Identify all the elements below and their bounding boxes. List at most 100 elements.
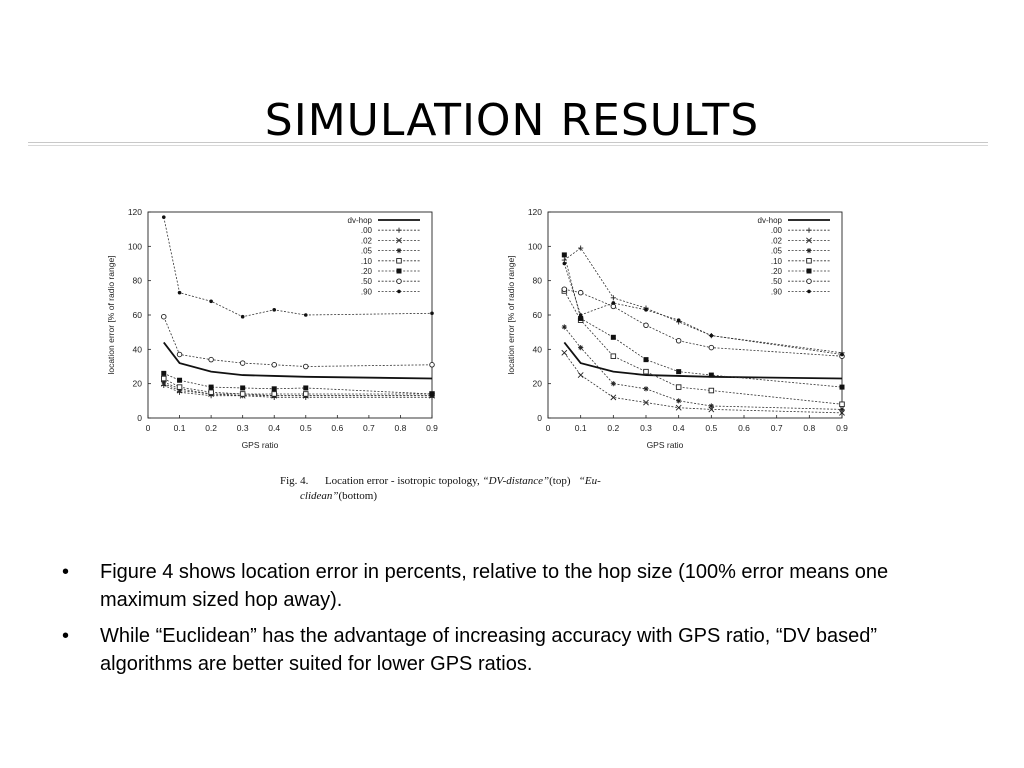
- series-p20: [161, 370, 435, 397]
- marker-square-filled: [208, 384, 214, 390]
- marker-cross: [561, 349, 568, 356]
- marker-circle-open: [643, 322, 649, 329]
- marker-square-filled: [806, 268, 812, 274]
- legend-label: dv-hop: [758, 216, 783, 225]
- chart-legend: dv-hop.00.02 .05.10.20.50.90: [348, 216, 420, 296]
- legend-label: dv-hop: [348, 216, 373, 225]
- x-tick-label: 0.4: [268, 423, 280, 433]
- chart-dv-distance: 0 0.1 0.2 0.3 0.4 0.5 0.6 0.7 0.8 0.9020406080100…: [106, 207, 438, 450]
- marker-square-filled: [610, 334, 616, 340]
- bullet-text-1: Figure 4 shows location error in percent…: [100, 561, 889, 611]
- series-line: [564, 326, 843, 410]
- y-tick-label: 20: [133, 379, 143, 389]
- marker-cross: [643, 399, 649, 406]
- marker-circle-filled: [272, 308, 277, 312]
- marker-circle-filled: [676, 318, 681, 322]
- marker-square-filled: [303, 385, 309, 391]
- caption-bottom: (bottom): [338, 490, 378, 502]
- marker-star: [396, 248, 402, 254]
- marker-circle-filled: [240, 314, 245, 319]
- marker-square-open: [239, 391, 246, 397]
- marker-square-filled: [561, 252, 567, 258]
- legend-label: .02: [361, 236, 373, 245]
- marker-cross: [610, 394, 617, 401]
- x-tick-label: 0.1: [174, 423, 186, 433]
- marker-circle-filled: [709, 333, 714, 338]
- marker-square-filled: [396, 268, 402, 274]
- marker-square-open: [839, 401, 845, 408]
- y-tick-label: 80: [133, 276, 143, 286]
- y-tick-label: 60: [533, 310, 543, 320]
- marker-square-filled: [578, 315, 584, 321]
- y-tick-label: 20: [533, 379, 543, 389]
- series-p20: [561, 252, 845, 390]
- marker-square-open: [708, 387, 715, 394]
- y-axis-label: location error [% of radio range]: [106, 255, 116, 374]
- x-tick-label: 0.1: [575, 423, 587, 433]
- marker-star: [839, 406, 845, 413]
- slide-title: SIMULATION RESULTS: [264, 95, 760, 147]
- series-line: [563, 254, 843, 388]
- series-dv-hop: [163, 341, 433, 380]
- marker-circle-filled: [209, 299, 213, 304]
- series-p50: [561, 286, 845, 359]
- y-tick-label: 40: [133, 344, 143, 354]
- x-tick-label: 0.5: [300, 423, 312, 433]
- marker-circle-filled: [177, 290, 182, 295]
- legend-label: .90: [771, 287, 783, 296]
- x-tick-label: 0.2: [607, 423, 619, 433]
- marker-square-open: [161, 375, 167, 382]
- legend-label: .20: [361, 267, 373, 276]
- figure-caption: Fig. 4. Location error - isotropic topol…: [280, 474, 720, 504]
- legend-label: .05: [771, 247, 783, 256]
- marker-square-filled: [177, 377, 183, 383]
- bullet-item-1: • Figure 4 shows location error in perce…: [62, 558, 962, 614]
- marker-circle-filled: [807, 289, 811, 294]
- marker-circle-open: [610, 303, 617, 310]
- marker-circle-filled: [562, 261, 567, 266]
- caption-eu: “Eu-: [578, 475, 601, 487]
- marker-circle-filled: [303, 313, 308, 317]
- caption-dv-distance: “DV-distance”: [482, 475, 550, 487]
- marker-circle-open: [561, 286, 568, 292]
- marker-circle-open: [396, 278, 402, 284]
- series-line: [563, 341, 843, 380]
- marker-square-open: [610, 353, 617, 359]
- marker-square-filled: [643, 357, 649, 363]
- plot-frame: [547, 211, 843, 419]
- marker-circle-open: [239, 360, 246, 366]
- series-line: [564, 247, 843, 354]
- x-tick-label: 0.9: [426, 423, 438, 433]
- series-line: [563, 263, 843, 355]
- legend-label: .90: [361, 287, 373, 296]
- x-tick-label: 0.7: [771, 423, 783, 433]
- marker-cross: [675, 404, 682, 411]
- legend-label: .50: [361, 277, 373, 286]
- marker-cross: [577, 372, 584, 379]
- marker-square-open: [675, 384, 682, 390]
- series-line: [163, 217, 433, 318]
- bullet-list: • Figure 4 shows location error in perce…: [62, 558, 962, 686]
- marker-circle-open: [429, 362, 435, 368]
- x-tick-label: 0: [546, 423, 551, 433]
- series-line: [163, 341, 433, 380]
- marker-star: [578, 345, 584, 351]
- legend-label: .20: [771, 267, 783, 276]
- marker-plus: [610, 295, 616, 301]
- marker-star: [643, 386, 649, 392]
- title-divider: [28, 142, 988, 143]
- marker-circle-open: [271, 362, 277, 368]
- marker-star: [610, 381, 616, 387]
- marker-square-open: [303, 391, 309, 397]
- series-line: [564, 288, 843, 357]
- marker-square-filled: [708, 372, 714, 378]
- marker-circle-filled: [644, 308, 648, 312]
- caption-clidean: clidean”: [300, 490, 339, 502]
- x-tick-label: 0.5: [705, 423, 717, 433]
- legend-label: .50: [771, 277, 783, 286]
- marker-square-filled: [271, 386, 277, 392]
- y-axis-label: location error [% of radio range]: [506, 255, 516, 374]
- legend-label: .05: [361, 247, 373, 256]
- bullet-dot-icon: •: [62, 561, 70, 583]
- marker-square-open: [806, 258, 812, 264]
